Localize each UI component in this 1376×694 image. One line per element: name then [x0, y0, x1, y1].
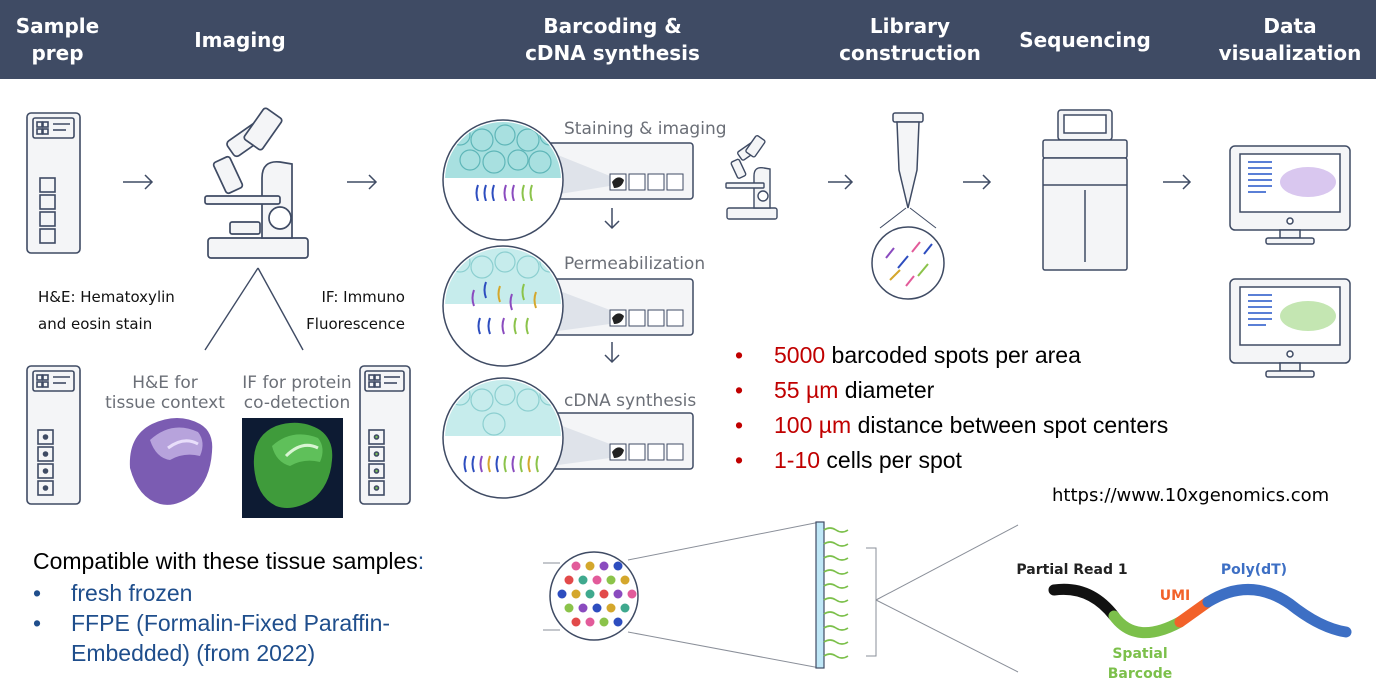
step-sample-prep: Sample prep: [15, 14, 100, 65]
umi-label: UMI: [1159, 588, 1191, 604]
microscope-icon: [204, 107, 309, 259]
microscope-small-icon: [725, 135, 778, 220]
compatibility-section: Compatible with these tissue samples: • f…: [33, 544, 424, 668]
stage-staining-imaging: Staining & imaging: [564, 119, 727, 139]
compatibility-item: • fresh frozen: [33, 580, 193, 606]
partial-read-label: Partial Read 1: [1016, 562, 1128, 578]
fact-item: • 100 µm distance between spot centers: [735, 412, 1169, 438]
sequencer-icon: [1042, 109, 1128, 271]
arrow-icon: [123, 174, 1192, 364]
process-header: Sample prep Imaging Barcoding & cDNA syn…: [0, 0, 1376, 79]
source-url: https://www.10xgenomics.com: [1052, 485, 1330, 506]
staining-slide: [442, 119, 694, 241]
fact-item: • 1-10 cells per spot: [735, 447, 962, 473]
he-stain-label: H&E: Hematoxylin and eosin stain: [38, 288, 175, 333]
step-sequencing: Sequencing: [1019, 28, 1151, 52]
slide-icon: [359, 365, 411, 505]
fact-item: • 55 µm diameter: [735, 377, 935, 403]
stage-permeabilization: Permeabilization: [564, 254, 706, 274]
compatibility-item: • FFPE (Formalin-Fixed Paraffin- Embedded…: [33, 610, 391, 666]
step-barcoding: Barcoding & cDNA synthesis: [525, 14, 700, 65]
oligo-capture-strip: [815, 521, 1019, 673]
read-structure: [1048, 583, 1352, 639]
spot-facts-list: • 5000 barcoded spots per area • 55 µm dia…: [735, 338, 1168, 478]
slide-icon: [26, 112, 81, 254]
if-tissue-image: [242, 418, 343, 518]
if-stain-label: IF: Immuno Fluorescence: [306, 288, 405, 333]
fact-item: • 5000 barcoded spots per area: [735, 342, 1081, 368]
polydt-label: Poly(dT): [1220, 562, 1288, 578]
step-library-construction: Library construction: [839, 14, 981, 65]
if-caption: IF for protein co-detection: [242, 373, 352, 413]
he-caption: H&E for tissue context: [105, 373, 225, 413]
step-imaging: Imaging: [194, 28, 286, 52]
barcoded-spots-zoom: [543, 521, 821, 669]
spatial-barcode-label: Spatial Barcode: [1107, 646, 1173, 682]
permeabilization-slide: [442, 245, 694, 367]
monitor-icon: [1229, 145, 1351, 245]
slide-icon: [26, 365, 81, 505]
compatibility-title: Compatible with these tissue samples:: [33, 548, 425, 574]
he-tissue-image: [129, 418, 213, 505]
monitor-icon: [1229, 278, 1351, 378]
library-tube-icon: [871, 112, 945, 300]
stage-cdna-synthesis: cDNA synthesis: [564, 391, 697, 411]
step-data-visualization: Data visualization: [1218, 14, 1362, 65]
